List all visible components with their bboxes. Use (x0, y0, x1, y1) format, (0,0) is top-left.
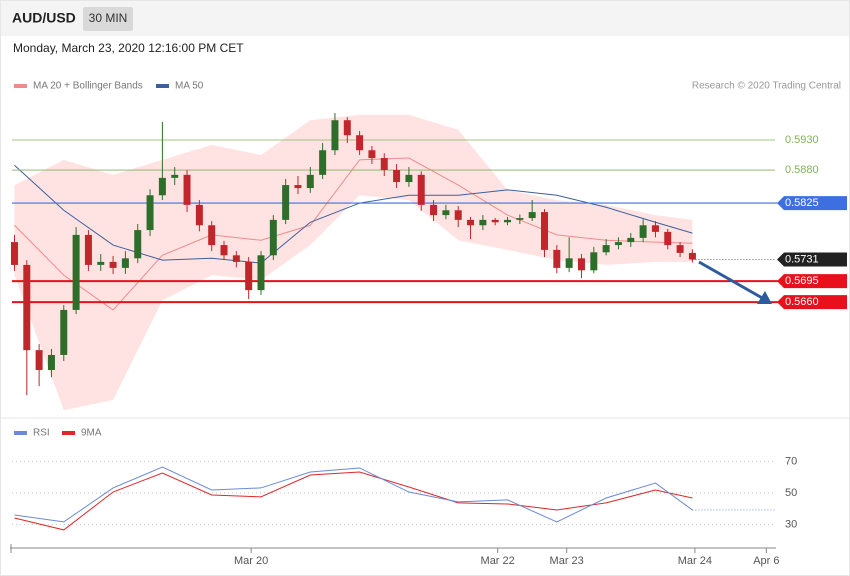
rsi-line (14, 466, 693, 523)
candle-body (356, 135, 364, 151)
x-tick-label: Mar 22 (481, 555, 515, 567)
candle-body (442, 210, 450, 216)
rsi-ma-line (14, 471, 693, 531)
candle-body (60, 309, 68, 355)
legend-label: MA 50 (175, 81, 204, 92)
legend-label: 9MA (81, 428, 102, 439)
candle-body (84, 234, 92, 265)
level-label-box (777, 295, 847, 310)
candle-body (294, 185, 302, 189)
candle-body (10, 242, 18, 265)
candle-body (405, 174, 413, 183)
candle-body (417, 174, 425, 205)
candle-body (97, 261, 105, 265)
candle-body (47, 354, 55, 370)
candle-body (72, 234, 80, 310)
x-tick-label: Mar 20 (234, 555, 268, 567)
candle-body (23, 264, 31, 351)
legend-swatch (14, 431, 27, 435)
y-tick-label: 50 (785, 487, 797, 499)
candle-body (121, 258, 129, 268)
candle-body (134, 230, 142, 259)
interval-badge[interactable] (83, 7, 133, 31)
candle-body (504, 219, 512, 223)
last-price-label: 0.5731 (785, 253, 819, 265)
candle-body (577, 258, 585, 271)
candle-body (491, 219, 499, 223)
candle-body (688, 252, 696, 260)
candle-body (306, 174, 314, 189)
level-label: 0.5930 (785, 134, 819, 146)
level-label: 0.5825 (785, 197, 819, 209)
legend-swatch (156, 84, 169, 88)
level-label-box (777, 274, 847, 289)
x-tick-label: Mar 23 (550, 555, 584, 567)
symbol: AUD/USD (12, 10, 76, 26)
candle-body (614, 242, 622, 246)
interval[interactable]: 30 MIN (89, 11, 128, 25)
candle-body (232, 255, 240, 262)
candle-body (393, 170, 401, 183)
candle-body (540, 212, 548, 250)
datetime: Monday, March 23, 2020 12:16:00 PM CET (13, 41, 244, 55)
header-bar (0, 0, 850, 36)
ma20-line (14, 157, 693, 311)
legend-label: MA 20 + Bollinger Bands (33, 81, 143, 92)
level-label: 0.5880 (785, 164, 819, 176)
candle-body (479, 219, 487, 226)
candle-body (109, 261, 117, 268)
candle-body (195, 204, 203, 226)
candle-body (602, 245, 610, 253)
candle-body (454, 210, 462, 220)
forecast-arrowhead (757, 291, 772, 304)
y-tick-label: 70 (785, 455, 797, 467)
legend-swatch (62, 431, 75, 435)
candle-body (171, 174, 179, 178)
candle-body (319, 150, 327, 175)
candle-body (553, 249, 561, 268)
candle-body (651, 225, 659, 232)
x-tick-label: Apr 6 (753, 555, 779, 567)
candle-body (528, 212, 536, 219)
y-tick-label: 30 (785, 518, 797, 530)
candle-body (516, 218, 524, 220)
candle-body (146, 195, 154, 231)
level-label: 0.5660 (785, 296, 819, 308)
candle-body (627, 237, 635, 243)
candle-body (676, 245, 684, 253)
candle-body (257, 255, 265, 291)
x-tick-label: Mar 24 (678, 555, 712, 567)
candle-body (467, 219, 475, 226)
candle-body (639, 225, 647, 238)
level-label-box (777, 196, 847, 211)
candle-body (269, 219, 277, 256)
candle-body (245, 261, 253, 291)
level-label: 0.5695 (785, 275, 819, 287)
candle-body (282, 185, 290, 220)
last-price-label-box (777, 252, 847, 267)
legend-swatch (14, 84, 27, 88)
candle-body (331, 120, 339, 151)
candle-body (220, 245, 228, 256)
candle-body (368, 150, 376, 159)
candle-body (590, 252, 598, 271)
candle-body (565, 258, 573, 268)
source: Research © 2020 Trading Central (692, 81, 841, 92)
legend-label: RSI (33, 428, 50, 439)
candle-body (343, 120, 351, 136)
candle-body (158, 177, 166, 196)
candle-body (380, 158, 388, 171)
candle-body (183, 174, 191, 205)
candle-body (664, 231, 672, 246)
candle-body (208, 225, 216, 246)
forecast-arrow (698, 260, 765, 301)
candle-body (430, 204, 438, 216)
candle-body (35, 350, 43, 370)
